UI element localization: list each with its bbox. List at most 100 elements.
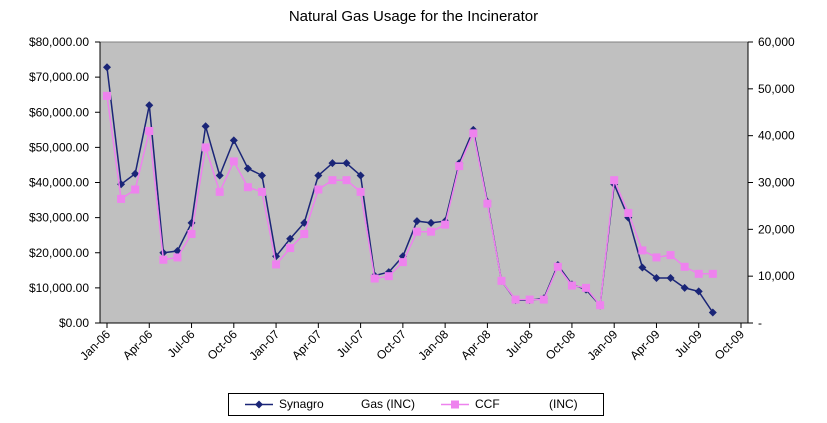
x-axis-tick-label: Apr-07 xyxy=(289,327,325,363)
left-axis-tick-label: $60,000.00 xyxy=(29,105,89,119)
left-axis-tick-label: $20,000.00 xyxy=(29,246,89,260)
synagro-point xyxy=(694,287,703,296)
ccf-point xyxy=(257,187,266,196)
ccf-point xyxy=(370,274,379,283)
synagro-point xyxy=(412,217,421,226)
ccf-point xyxy=(314,185,323,194)
chart-title: Natural Gas Usage for the Incinerator xyxy=(288,8,539,25)
synagro-point xyxy=(680,283,689,292)
ccf-point xyxy=(243,183,252,192)
x-axis-tick-label: Oct-06 xyxy=(205,327,241,363)
ccf-point xyxy=(300,230,309,239)
legend-label-synagro-2: Gas (INC) xyxy=(361,397,415,411)
legend: Synagro Gas (INC) CCF (INC) xyxy=(228,393,604,416)
ccf-point xyxy=(398,258,407,267)
synagro-point xyxy=(272,252,281,261)
ccf-point xyxy=(596,301,605,310)
series-layer xyxy=(103,63,717,317)
synagro-point xyxy=(356,171,365,180)
x-axis: Jan-06 Apr-06 Jul-06 Oct-06 Jan-07 Apr-07 Jul-… xyxy=(77,322,748,363)
ccf-point xyxy=(356,187,365,196)
ccf-point xyxy=(680,262,689,271)
ccf-point xyxy=(610,176,619,185)
x-axis-tick-label: Oct-09 xyxy=(712,327,748,363)
synagro-point xyxy=(342,159,351,168)
ccf-point xyxy=(553,262,562,271)
ccf-point xyxy=(483,199,492,208)
right-axis: - 10,000 20,000 30,000 40,000 50,000 60,000 xyxy=(747,35,795,330)
left-axis-tick-label: $0.00 xyxy=(59,316,89,330)
ccf-point xyxy=(666,251,675,260)
ccf-point xyxy=(539,295,548,304)
right-axis-tick-label: - xyxy=(758,316,762,330)
ccf-point xyxy=(441,220,450,229)
left-axis-tick-label: $30,000.00 xyxy=(29,211,89,225)
synagro-point xyxy=(314,171,323,180)
legend-swatch-synagro xyxy=(245,400,273,409)
ccf-point xyxy=(215,187,224,196)
x-axis-tick-label: Apr-08 xyxy=(458,327,494,363)
right-axis-tick-label: 40,000 xyxy=(758,129,795,143)
x-axis-tick-label: Jul-06 xyxy=(165,327,198,360)
ccf-point xyxy=(384,272,393,281)
ccf-point xyxy=(455,162,464,171)
ccf-point xyxy=(497,276,506,285)
synagro-point xyxy=(243,164,252,173)
ccf-point xyxy=(469,129,478,138)
ccf-point xyxy=(652,253,661,262)
ccf-point xyxy=(145,126,154,135)
x-axis-tick-label: Apr-06 xyxy=(120,327,156,363)
ccf-point xyxy=(117,194,126,203)
ccf-point xyxy=(328,176,337,185)
left-axis-tick-label: $50,000.00 xyxy=(29,140,89,154)
ccf-point xyxy=(582,283,591,292)
left-axis: $0.00 $10,000.00 $20,000.00 $30,000.00 $40,0… xyxy=(29,35,101,330)
ccf-point xyxy=(103,91,111,100)
x-axis-tick-label: Jan-06 xyxy=(77,327,113,363)
ccf-point xyxy=(511,295,520,304)
x-axis-tick-label: Jul-07 xyxy=(334,327,367,360)
ccf-point xyxy=(624,208,633,217)
right-axis-tick-label: 10,000 xyxy=(758,269,795,283)
right-axis-tick-label: 20,000 xyxy=(758,222,795,236)
ccf-point xyxy=(694,269,703,278)
x-axis-tick-label: Oct-08 xyxy=(543,327,579,363)
ccf-point xyxy=(286,244,295,253)
x-axis-tick-label: Jan-08 xyxy=(415,327,451,363)
x-axis-tick-label: Jan-09 xyxy=(584,327,620,363)
synagro-point xyxy=(652,274,661,283)
synagro-point xyxy=(103,63,111,72)
ccf-point xyxy=(131,185,140,194)
synagro-point xyxy=(201,122,210,131)
legend-label-synagro-1: Synagro xyxy=(279,397,324,411)
ccf-point xyxy=(159,255,168,264)
left-axis-tick-label: $40,000.00 xyxy=(29,176,89,190)
ccf-point xyxy=(427,227,436,236)
ccf-point xyxy=(229,157,238,166)
ccf-point xyxy=(201,143,210,152)
synagro-point xyxy=(708,308,717,317)
legend-label-ccf-1: CCF xyxy=(475,397,500,411)
ccf-point xyxy=(525,295,534,304)
synagro-point xyxy=(215,171,224,180)
legend-label-ccf-2: (INC) xyxy=(549,397,578,411)
x-axis-tick-label: Oct-07 xyxy=(374,327,410,363)
synagro-point xyxy=(300,218,309,227)
synagro-point xyxy=(131,169,140,178)
x-axis-tick-label: Apr-09 xyxy=(627,327,663,363)
legend-swatch-ccf xyxy=(441,400,469,409)
synagro-point xyxy=(145,101,154,110)
right-axis-tick-label: 60,000 xyxy=(758,35,795,49)
x-axis-tick-label: Jul-09 xyxy=(672,327,705,360)
synagro-point xyxy=(427,218,436,227)
series-line-ccf xyxy=(106,95,713,308)
ccf-point xyxy=(708,269,717,278)
ccf-point xyxy=(187,230,196,239)
synagro-point xyxy=(286,234,295,243)
left-axis-tick-label: $10,000.00 xyxy=(29,281,89,295)
x-axis-tick-label: Jul-08 xyxy=(503,327,536,360)
ccf-point xyxy=(567,281,576,290)
ccf-point xyxy=(173,253,182,262)
synagro-point xyxy=(328,159,337,168)
right-axis-tick-label: 30,000 xyxy=(758,176,795,190)
